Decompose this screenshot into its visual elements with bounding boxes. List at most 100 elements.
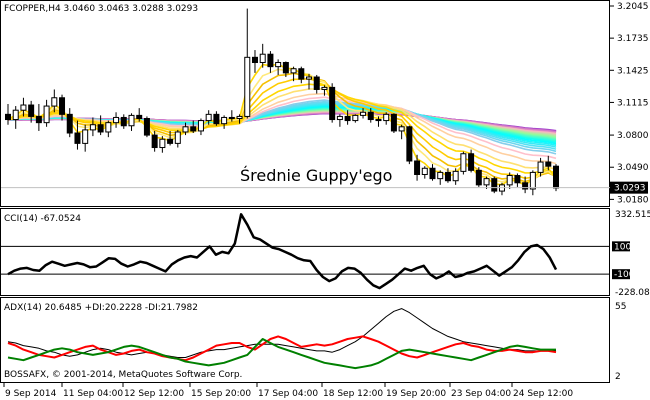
adx-tick-label: 55: [615, 302, 626, 312]
candle: [306, 73, 313, 90]
candle: [444, 168, 451, 183]
time-tick-label: 18 Sep 12:00: [323, 389, 383, 399]
candle: [483, 176, 490, 190]
cci-level-label: -100: [614, 270, 635, 280]
candle: [514, 173, 521, 187]
cci-level-badge: [612, 269, 630, 280]
candle: [398, 124, 405, 140]
candle: [375, 116, 382, 127]
ema-line: [7, 88, 557, 171]
time-tick-label: 12 Sep 12:00: [124, 389, 184, 399]
candle: [128, 113, 135, 131]
time-tick-label: 24 Sep 12:00: [513, 389, 573, 399]
time-tick-label: 15 Sep 20:00: [191, 389, 251, 399]
chart-annotation: Średnie Guppy'ego: [240, 166, 392, 185]
cci-tick-label: -228.089: [615, 288, 650, 298]
time-tick-label: 17 Sep 04:00: [258, 389, 318, 399]
candle: [244, 8, 251, 119]
candle: [251, 50, 258, 73]
candle: [159, 136, 166, 153]
candle: [113, 112, 120, 128]
cci-panel-frame: [0, 208, 610, 296]
candle: [313, 74, 320, 94]
last-price-badge: [610, 181, 648, 194]
candle: [468, 149, 475, 173]
candle: [545, 155, 552, 171]
cci-level-label: 100: [614, 242, 631, 252]
cci-tick-label: 332.515: [615, 210, 650, 220]
time-tick-label: 9 Sep 2014: [5, 389, 57, 399]
candle: [352, 114, 359, 123]
candle: [51, 89, 58, 113]
adx-panel-frame: [0, 297, 610, 383]
candle: [344, 110, 351, 125]
candle: [437, 170, 444, 185]
candle: [421, 166, 428, 179]
time-tick-label: 23 Sep 04:00: [451, 389, 511, 399]
candle: [167, 130, 174, 146]
price-tick-label: 3.0180: [617, 195, 649, 205]
candle: [491, 176, 498, 194]
cci-line: [7, 213, 558, 290]
candle: [259, 43, 266, 68]
candle: [282, 61, 289, 78]
price-tick-label: 3.1115: [617, 98, 649, 108]
candle: [290, 66, 297, 82]
candle: [5, 103, 11, 125]
price-tick-label: 3.0490: [617, 163, 649, 173]
candle: [360, 108, 367, 119]
candle: [190, 120, 197, 134]
adx-panel: 55 2: [7, 302, 626, 382]
adx-tick-label: 2: [615, 372, 621, 382]
ema-line: [7, 83, 557, 174]
candle: [267, 51, 274, 73]
price-tick-label: 3.1425: [617, 66, 649, 76]
candle: [136, 108, 143, 122]
time-axis: 9 Sep 2014 11 Sep 04:00 12 Sep 12:00 15 Sep…: [3, 383, 573, 399]
guppy-ribbons: [7, 63, 557, 187]
candle: [336, 114, 343, 127]
candle: [553, 164, 559, 192]
candle: [506, 172, 513, 190]
cci-header: CCI(14) -67.0524: [4, 214, 81, 224]
main-panel-frame: [0, 0, 610, 207]
candle: [59, 94, 66, 121]
candle: [35, 103, 42, 131]
price-tick-label: 3.0800: [617, 131, 649, 141]
candle: [228, 110, 235, 122]
price-tick-label: 3.1735: [617, 34, 649, 44]
candle: [151, 130, 158, 152]
candle: [143, 116, 150, 138]
candle: [120, 114, 127, 129]
ema-line: [7, 92, 557, 165]
candle: [475, 167, 482, 187]
adx-series-1: [7, 335, 557, 362]
candle: [452, 168, 459, 185]
candle: [74, 120, 81, 150]
candle: [406, 125, 413, 165]
candle: [390, 113, 397, 134]
candles: [5, 8, 559, 196]
price-tick-label: 3.2045: [617, 2, 649, 12]
candle: [275, 59, 282, 75]
candle: [213, 111, 220, 126]
candle: [367, 108, 374, 123]
price-axis: 3.2045 3.1735 3.1425 3.1115 3.0800 3.0490 3.01…: [1, 2, 649, 205]
candle: [537, 157, 544, 177]
adx-header: ADX(14) 20.6485 +DI:20.2228 -DI:21.7982: [4, 303, 198, 313]
cci-panel: 100 -100 332.515 -228.089: [1, 210, 650, 298]
main-header: FCOPPER,H4 3.0460 3.0463 3.0288 3.0293: [4, 4, 198, 14]
candle: [97, 115, 104, 136]
time-tick-label: 19 Sep 20:00: [386, 389, 446, 399]
candle: [383, 112, 390, 125]
candle: [174, 129, 181, 148]
last-price-label: 3.0293: [614, 184, 646, 194]
cci-level-badge: [612, 241, 630, 252]
candle: [529, 170, 536, 196]
watermark: BOSSAFX, © 2001-2014, MetaQuotes Softwar…: [4, 370, 242, 380]
time-tick-label: 11 Sep 04:00: [63, 389, 123, 399]
candle: [28, 100, 35, 123]
candle: [329, 83, 336, 123]
candle: [182, 122, 189, 136]
